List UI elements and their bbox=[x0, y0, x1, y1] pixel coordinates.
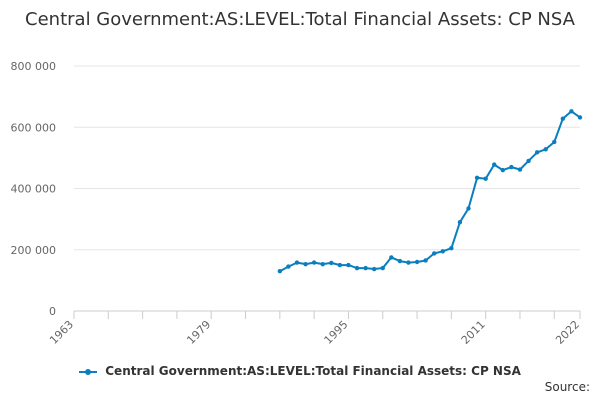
data-point[interactable] bbox=[552, 139, 557, 145]
data-point[interactable] bbox=[286, 264, 291, 269]
data-point[interactable] bbox=[346, 262, 351, 268]
data-point[interactable] bbox=[500, 167, 506, 173]
data-point[interactable] bbox=[294, 260, 300, 265]
data-point[interactable] bbox=[406, 260, 411, 265]
data-point[interactable] bbox=[560, 116, 566, 121]
data-point[interactable] bbox=[474, 175, 480, 180]
data-point[interactable] bbox=[320, 261, 325, 267]
data-point[interactable] bbox=[492, 162, 497, 167]
data-point[interactable] bbox=[329, 260, 334, 266]
data-point[interactable] bbox=[534, 150, 540, 155]
data-point[interactable] bbox=[440, 249, 445, 254]
data-point[interactable] bbox=[389, 255, 394, 260]
y-tick-label: 0 bbox=[49, 305, 56, 318]
series-line[interactable] bbox=[279, 110, 581, 273]
data-point[interactable] bbox=[371, 266, 377, 272]
data-point[interactable] bbox=[577, 115, 583, 120]
data-point[interactable] bbox=[526, 158, 531, 164]
data-point[interactable] bbox=[303, 261, 308, 267]
data-point[interactable] bbox=[449, 246, 454, 251]
data-point[interactable] bbox=[414, 259, 420, 265]
legend[interactable]: Central Government:AS:LEVEL:Total Financ… bbox=[0, 364, 600, 378]
data-point[interactable] bbox=[380, 265, 385, 271]
data-point[interactable] bbox=[457, 219, 463, 225]
data-point[interactable] bbox=[543, 147, 548, 152]
x-tick-label: 2022 bbox=[553, 318, 582, 347]
data-point[interactable] bbox=[354, 265, 360, 271]
data-point[interactable] bbox=[397, 258, 403, 264]
x-tick-label: 1995 bbox=[322, 318, 351, 347]
data-point[interactable] bbox=[363, 265, 368, 271]
y-tick-label: 400 000 bbox=[11, 183, 57, 196]
legend-label: Central Government:AS:LEVEL:Total Financ… bbox=[105, 364, 521, 378]
data-point[interactable] bbox=[432, 251, 437, 256]
data-point[interactable] bbox=[509, 164, 514, 170]
data-point[interactable] bbox=[517, 167, 523, 172]
legend-swatch bbox=[79, 368, 98, 376]
series-layer bbox=[277, 109, 583, 274]
data-point[interactable] bbox=[277, 268, 283, 274]
x-tick-label: 1979 bbox=[184, 318, 213, 347]
data-point[interactable] bbox=[337, 262, 343, 268]
x-tick-label: 2011 bbox=[459, 318, 488, 347]
data-point[interactable] bbox=[423, 258, 428, 263]
x-tick-label: 1963 bbox=[47, 318, 76, 347]
data-point[interactable] bbox=[483, 176, 488, 181]
axis-layer: 0 200 000 400 000 600 000 800 000 1963 1979 199… bbox=[11, 60, 583, 347]
y-tick-label: 200 000 bbox=[11, 244, 57, 257]
chart-title: Central Government:AS:LEVEL:Total Financ… bbox=[25, 9, 575, 30]
y-tick-label: 800 000 bbox=[11, 60, 57, 73]
source-label[interactable]: Source: bbox=[544, 380, 590, 394]
data-point[interactable] bbox=[311, 260, 317, 265]
grid-layer bbox=[74, 65, 580, 312]
data-point[interactable] bbox=[466, 206, 471, 211]
y-tick-label: 600 000 bbox=[11, 121, 57, 134]
data-point[interactable] bbox=[569, 109, 574, 114]
